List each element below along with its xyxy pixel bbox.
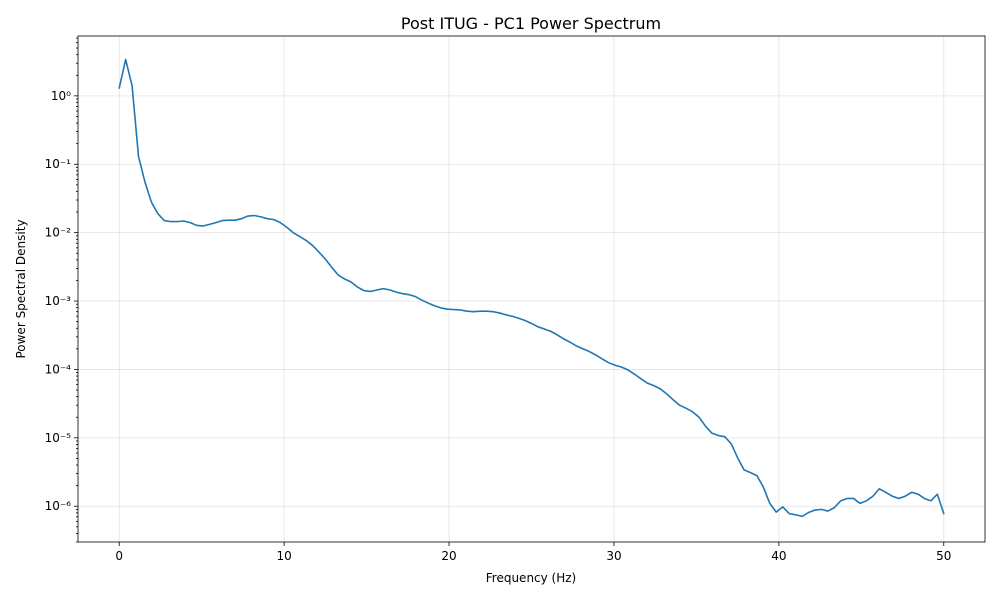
y-tick-label: 10⁻¹: [45, 157, 72, 171]
y-tick-label: 10⁻⁶: [45, 499, 72, 513]
x-tick-label: 50: [936, 549, 951, 563]
y-axis-label: Power Spectral Density: [14, 219, 28, 358]
x-tick-label: 10: [276, 549, 291, 563]
x-axis-label: Frequency (Hz): [486, 571, 577, 585]
x-tick-label: 40: [771, 549, 786, 563]
chart-title: Post ITUG - PC1 Power Spectrum: [401, 14, 661, 33]
x-tick-label: 30: [606, 549, 621, 563]
x-tick-label: 20: [441, 549, 456, 563]
grid-layer: [78, 36, 985, 542]
y-tick-label: 10⁻³: [45, 294, 72, 308]
y-axis-ticks: 10⁻⁶ 10⁻⁵ 10⁻⁴ 10⁻³ 10⁻² 10⁻¹ 10⁰: [45, 37, 78, 543]
x-tick-label: 0: [115, 549, 123, 563]
y-tick-label: 10⁻²: [45, 226, 72, 240]
y-tick-label: 10⁻⁵: [45, 431, 72, 445]
x-axis-ticks: 0 10 20 30 40 50: [115, 542, 951, 563]
plot-frame: [77, 35, 986, 543]
y-tick-label: 10⁻⁴: [45, 362, 72, 376]
y-tick-label: 10⁰: [51, 89, 71, 103]
plot-layer: [118, 58, 945, 518]
series-line-0: [118, 58, 945, 518]
